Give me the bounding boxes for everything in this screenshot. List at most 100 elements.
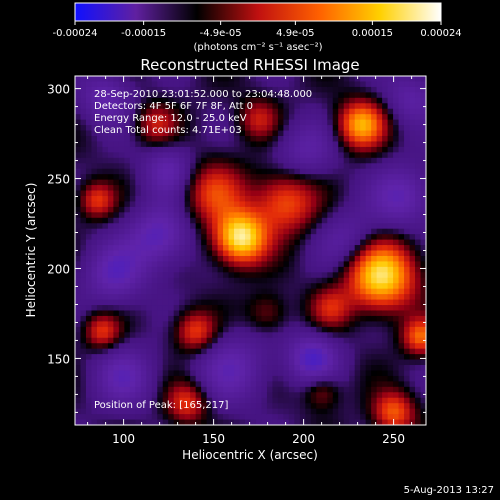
heatmap-cell (80, 403, 87, 410)
heatmap-cell (360, 174, 367, 181)
heatmap-cell (266, 135, 274, 143)
heatmap-cell (195, 125, 202, 132)
heatmap-cell (255, 277, 263, 284)
heatmap-cell (217, 419, 224, 425)
heatmap-cell (124, 403, 131, 410)
heatmap-cell (206, 185, 213, 192)
heatmap-cell (140, 130, 147, 137)
heatmap-cell (102, 206, 109, 213)
heatmap-cell (96, 414, 104, 421)
heatmap-cell (354, 250, 361, 257)
heatmap-cell (382, 392, 389, 399)
heatmap-cell (272, 234, 279, 241)
heatmap-cell (135, 343, 142, 350)
heatmap-cell (404, 223, 411, 230)
heatmap-cell (310, 92, 317, 99)
heatmap-cell (113, 397, 120, 404)
heatmap-cell (250, 125, 257, 132)
heatmap-cell (415, 326, 422, 333)
heatmap-cell (118, 108, 125, 115)
heatmap-cell (173, 168, 180, 175)
heatmap-cell (184, 343, 191, 350)
heatmap-cell (398, 397, 405, 404)
heatmap-cell (228, 386, 235, 393)
heatmap-cell (118, 239, 125, 246)
heatmap-cell (234, 305, 241, 312)
heatmap-cell (217, 315, 224, 322)
heatmap-cell (250, 234, 257, 241)
heatmap-cell (343, 157, 350, 164)
colorbar: -0.00024 -0.00015 -4.9e-05 4.9e-05 0.00015 0.… (53, 2, 462, 53)
heatmap-cell (146, 228, 153, 235)
heatmap-cell (85, 185, 93, 192)
heatmap-cell (338, 365, 345, 372)
heatmap-cell (146, 185, 153, 192)
heatmap-cell (261, 130, 268, 137)
heatmap-cell (365, 354, 372, 361)
heatmap-cell (266, 354, 274, 361)
heatmap-cell (129, 234, 136, 241)
heatmap-cell (195, 326, 202, 333)
heatmap-cell (294, 375, 301, 382)
heatmap-cell (140, 190, 147, 197)
heatmap-cell (316, 174, 323, 181)
heatmap-cell (310, 370, 317, 377)
heatmap-cell (332, 130, 339, 137)
heatmap-cell (146, 321, 153, 328)
heatmap-cell (255, 370, 263, 377)
heatmap-cell (173, 337, 180, 344)
heatmap-cell (288, 266, 295, 273)
heatmap-cell (283, 185, 290, 192)
heatmap-cell (283, 179, 290, 186)
heatmap-cell (195, 76, 202, 83)
heatmap-cell (151, 419, 158, 425)
heatmap-cell (239, 397, 246, 404)
heatmap-cell (217, 354, 224, 361)
heatmap-cell (151, 239, 158, 246)
heatmap-cell (404, 359, 411, 366)
heatmap-cell (272, 217, 279, 224)
heatmap-cell (250, 223, 257, 230)
heatmap-cell (135, 228, 142, 235)
heatmap-cell (80, 125, 87, 132)
heatmap-cell (365, 277, 372, 284)
heatmap-cell (113, 92, 120, 99)
heatmap-cell (146, 359, 153, 366)
heatmap-cell (371, 348, 378, 355)
heatmap-cell (151, 163, 158, 170)
heatmap-cell (272, 365, 279, 372)
heatmap-cell (96, 135, 104, 143)
heatmap-cell (343, 326, 350, 333)
heatmap-cell (135, 288, 142, 295)
heatmap-cell (190, 354, 197, 361)
heatmap-cell (212, 234, 219, 241)
heatmap-cell (277, 228, 285, 235)
heatmap-cell (272, 168, 279, 175)
annotation-block: 28-Sep-2010 23:01:52.000 to 23:04:48.000… (94, 89, 312, 136)
heatmap-cell (365, 234, 372, 241)
heatmap-cell (365, 332, 372, 339)
heatmap-cell (245, 168, 252, 175)
heatmap-cell (135, 190, 142, 197)
heatmap-cell (288, 103, 295, 110)
heatmap-cell (217, 375, 224, 382)
heatmap-cell (343, 294, 350, 301)
heatmap-cell (212, 81, 219, 88)
heatmap-cell (387, 212, 394, 219)
heatmap-cell (75, 179, 82, 186)
heatmap-cell (387, 86, 394, 93)
heatmap-cell (420, 348, 426, 355)
heatmap-cell (113, 321, 120, 328)
heatmap-cell (420, 212, 426, 219)
heatmap-cell (360, 195, 367, 203)
heatmap-cell (365, 76, 372, 83)
heatmap-cell (201, 365, 208, 372)
heatmap-cell (343, 375, 350, 382)
heatmap-cell (294, 206, 301, 213)
heatmap-cell (228, 365, 235, 372)
heatmap-cell (255, 348, 263, 355)
heatmap-cell (338, 277, 345, 284)
heatmap-cell (217, 201, 224, 208)
heatmap-cell (305, 163, 312, 170)
heatmap-cell (316, 114, 323, 121)
